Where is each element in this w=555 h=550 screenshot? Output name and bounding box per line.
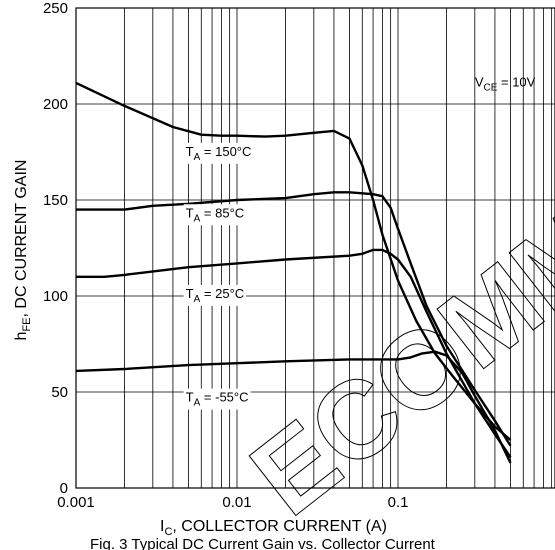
series-label-0: TA = 150°C [183,142,254,164]
series-label-2: TA = 25°C [183,284,247,306]
y-tick-label: 0 [60,480,68,497]
figure-caption: Fig. 3 Typical DC Current Gain vs. Colle… [90,536,436,550]
y-tick-label: 50 [51,384,68,401]
grid [75,7,555,489]
x-tick-label: 0.001 [57,494,95,511]
series-label-text: TA = 25°C [186,286,245,305]
series-label-3: TA = -55°C [183,388,251,410]
y-tick-label: 200 [43,96,68,113]
y-tick-label: 250 [43,0,68,17]
series-label-1: TA = 85°C [183,204,247,226]
x-tick-label: 0.1 [388,494,409,511]
x-axis-title: IC, COLLECTOR CURRENT (A) [160,518,387,538]
series-label-text: TA = 150°C [186,144,252,163]
series-label-bg [183,142,254,164]
series-label-bg [183,388,251,410]
series-label-text: TA = 85°C [186,205,245,224]
y-tick-label: 100 [43,288,68,305]
series-line-0 [75,81,512,441]
series-label-bg [183,284,247,306]
series-labels: TA = 150°C TA = 85°C TA = 25°C TA = -55°C [183,142,254,410]
series-label-bg [183,204,247,226]
series-layer [75,81,512,464]
vce-annotation: VCE = 10V [475,75,536,94]
plot-frame [75,7,555,489]
x-tick-label: 0.01 [222,494,251,511]
series-line-3 [75,350,512,464]
y-axis-title: hFE, DC CURRENT GAIN [13,160,33,341]
series-label-text: TA = -55°C [186,390,249,409]
y-tick-label: 150 [43,192,68,209]
series-line-1 [76,191,512,447]
